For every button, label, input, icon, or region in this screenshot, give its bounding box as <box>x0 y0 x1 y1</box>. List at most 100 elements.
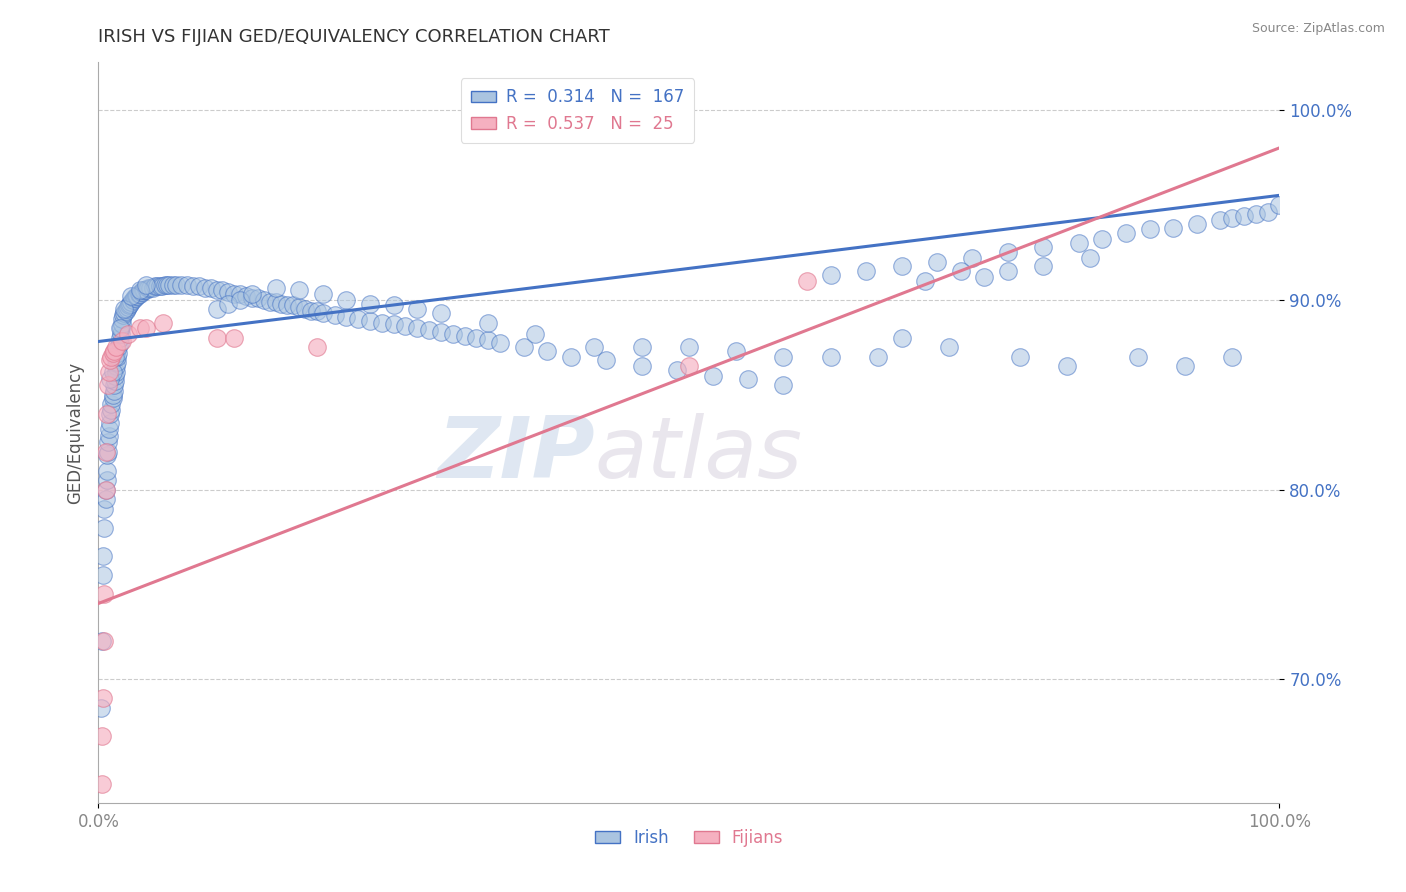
Point <box>110 321 132 335</box>
Point <box>1244 207 1267 221</box>
Point <box>165 277 187 292</box>
Point <box>97 378 120 392</box>
Point <box>678 359 700 374</box>
Point <box>98 353 121 368</box>
Point <box>152 316 174 330</box>
Point <box>630 340 652 354</box>
Point <box>100 402 122 417</box>
Legend: Irish, Fijians: Irish, Fijians <box>588 822 790 854</box>
Point <box>914 274 936 288</box>
Point <box>103 378 125 392</box>
Point <box>132 283 155 297</box>
Point <box>702 368 724 383</box>
Point <box>157 277 180 292</box>
Point <box>1056 359 1078 374</box>
Point <box>406 321 429 335</box>
Point <box>1139 222 1161 236</box>
Point <box>235 289 257 303</box>
Point <box>288 301 311 315</box>
Point <box>200 281 222 295</box>
Point <box>114 304 136 318</box>
Point <box>725 343 748 358</box>
Point <box>93 501 115 516</box>
Point <box>973 269 995 284</box>
Point <box>97 435 120 450</box>
Point <box>100 397 122 411</box>
Point <box>101 387 124 401</box>
Point <box>1091 232 1114 246</box>
Point <box>131 285 153 300</box>
Point <box>121 293 143 307</box>
Point <box>217 296 239 310</box>
Point <box>101 346 124 360</box>
Point <box>100 350 122 364</box>
Point <box>666 363 689 377</box>
Point <box>135 283 157 297</box>
Point <box>127 289 149 303</box>
Point <box>93 634 115 648</box>
Point <box>240 291 263 305</box>
Point <box>94 444 117 458</box>
Point <box>107 340 129 354</box>
Point <box>107 346 129 360</box>
Point <box>583 340 606 354</box>
Point <box>112 308 135 322</box>
Point <box>299 304 322 318</box>
Point <box>312 306 335 320</box>
Point <box>111 334 134 349</box>
Point <box>120 296 142 310</box>
Point <box>121 294 143 309</box>
Point <box>150 279 173 293</box>
Point <box>1268 198 1291 212</box>
Point <box>820 350 842 364</box>
Point <box>105 365 128 379</box>
Point <box>90 701 112 715</box>
Point <box>96 464 118 478</box>
Point <box>949 264 972 278</box>
Point <box>98 372 121 386</box>
Text: atlas: atlas <box>595 413 803 496</box>
Point <box>156 277 179 292</box>
Point <box>253 293 276 307</box>
Point <box>1115 227 1137 241</box>
Point <box>112 302 135 317</box>
Point <box>560 350 582 364</box>
Point <box>1257 205 1279 219</box>
Point <box>772 378 794 392</box>
Point <box>1174 359 1197 374</box>
Point <box>136 281 159 295</box>
Point <box>93 520 115 534</box>
Point <box>264 281 287 295</box>
Point <box>595 353 617 368</box>
Point <box>264 294 287 309</box>
Point <box>112 306 135 320</box>
Point <box>176 277 198 292</box>
Point <box>91 730 114 744</box>
Point <box>536 343 558 358</box>
Point <box>122 291 145 305</box>
Point <box>453 328 475 343</box>
Point <box>305 340 328 354</box>
Point <box>142 281 165 295</box>
Point <box>312 287 335 301</box>
Point <box>240 287 263 301</box>
Point <box>1233 209 1256 223</box>
Point <box>108 336 131 351</box>
Point <box>98 407 121 421</box>
Point <box>1008 350 1031 364</box>
Point <box>359 313 381 327</box>
Point <box>224 287 246 301</box>
Point <box>103 343 125 358</box>
Point <box>128 321 150 335</box>
Point <box>162 277 184 292</box>
Point <box>371 316 394 330</box>
Point <box>103 384 125 398</box>
Point <box>94 483 117 497</box>
Point <box>1220 211 1243 226</box>
Point <box>1185 217 1208 231</box>
Point <box>489 336 512 351</box>
Point <box>104 375 127 389</box>
Point <box>146 279 169 293</box>
Point <box>128 287 150 301</box>
Point <box>335 293 357 307</box>
